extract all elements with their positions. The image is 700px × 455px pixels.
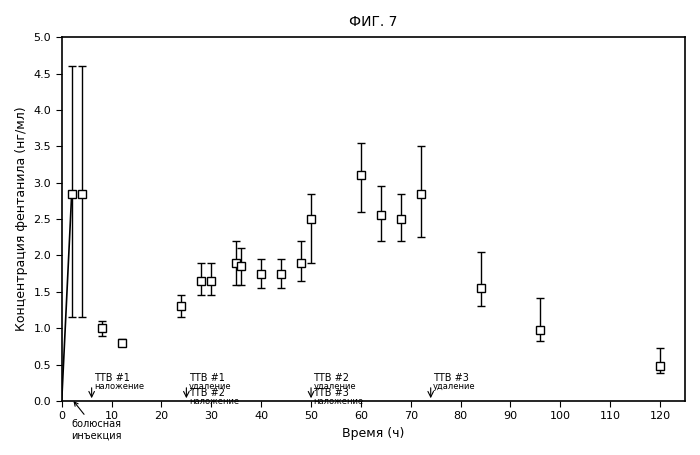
Text: ТТВ #3: ТТВ #3: [314, 388, 349, 398]
X-axis label: Время (ч): Время (ч): [342, 427, 405, 440]
Text: удаление: удаление: [189, 382, 232, 391]
Text: наложение: наложение: [189, 397, 239, 406]
Title: ФИГ. 7: ФИГ. 7: [349, 15, 398, 29]
Text: удаление: удаление: [433, 382, 476, 391]
Text: наложение: наложение: [314, 397, 364, 406]
Text: наложение: наложение: [94, 382, 144, 391]
Text: ТТВ #1: ТТВ #1: [189, 373, 225, 383]
Text: болюсная
инъекция: болюсная инъекция: [71, 402, 122, 441]
Text: ТТВ #2: ТТВ #2: [314, 373, 349, 383]
Text: ТТВ #2: ТТВ #2: [189, 388, 225, 398]
Y-axis label: Концентрация фентанила (нг/мл): Концентрация фентанила (нг/мл): [15, 107, 28, 331]
Text: удаление: удаление: [314, 382, 356, 391]
Text: ТТВ #3: ТТВ #3: [433, 373, 469, 383]
Text: ТТВ #1: ТТВ #1: [94, 373, 130, 383]
